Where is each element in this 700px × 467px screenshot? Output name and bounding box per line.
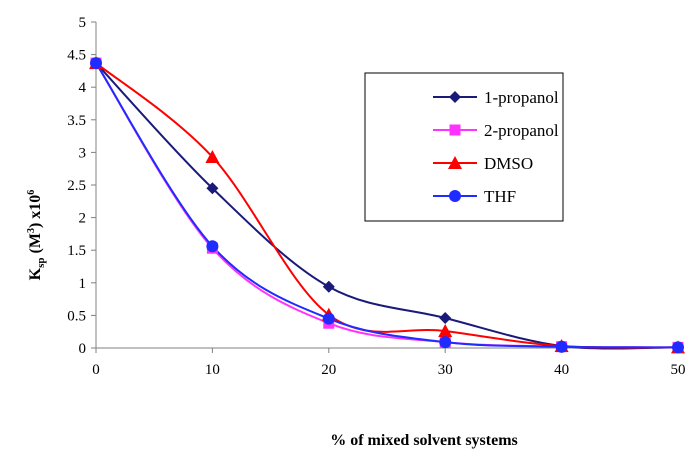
y-tick-label: 1.5	[67, 243, 86, 259]
legend-marker-DMSO	[448, 156, 462, 169]
y-tick-label: 1	[79, 276, 87, 292]
x-tick-label: 0	[92, 362, 100, 378]
x-tick-label: 30	[438, 362, 453, 378]
y-tick-label: 2.5	[67, 178, 86, 194]
data-point-1-propanol	[322, 280, 335, 293]
y-axis-title: Ksp (M3) x106	[26, 190, 47, 281]
data-point-THF	[672, 341, 684, 354]
data-point-DMSO	[438, 324, 453, 338]
y-tick-label: 0	[79, 341, 87, 357]
data-point-THF	[439, 336, 452, 349]
legend-items: 1-propanol 2-propanol DMSO THF	[433, 88, 559, 206]
legend-label-DMSO: DMSO	[484, 154, 533, 173]
data-point-THF	[555, 340, 568, 353]
legend-marker-THF	[449, 190, 461, 202]
data-point-THF	[206, 240, 219, 253]
x-axis-title: % of mixed solvent systems	[330, 432, 518, 449]
legend-label-THF: THF	[484, 187, 516, 206]
legend: 1-propanol 2-propanol DMSO THF	[364, 72, 564, 222]
y-tick-label: 0.5	[67, 308, 86, 324]
y-tick-label: 4.5	[67, 48, 86, 64]
y-tick-label: 3.5	[67, 113, 86, 129]
y-tick-label: 3	[79, 145, 87, 161]
y-tick-label: 4	[79, 80, 87, 96]
y-tick-label: 2	[79, 211, 87, 227]
series-markers	[89, 56, 685, 354]
y-axis-ticks: 0 0.5 1 1.5 2 2.5 3 3.5 4 4.5 5	[67, 15, 96, 357]
y-tick-label: 5	[79, 15, 87, 31]
x-tick-label: 40	[554, 362, 569, 378]
plot-area: 0 0.5 1 1.5 2 2.5 3 3.5 4 4.5 5 0 10 20 30 40 50	[67, 15, 685, 378]
legend-marker-1-propanol	[449, 91, 461, 103]
legend-label-1-propanol: 1-propanol	[484, 88, 559, 107]
x-axis-ticks: 0 10 20 30 40 50	[92, 348, 686, 378]
x-tick-label: 50	[671, 362, 686, 378]
x-tick-label: 20	[321, 362, 336, 378]
data-point-1-propanol	[206, 182, 219, 195]
data-point-1-propanol	[439, 312, 452, 325]
data-point-THF	[90, 57, 102, 70]
data-point-THF	[322, 312, 335, 325]
data-point-DMSO	[205, 149, 220, 163]
legend-marker-2-propanol	[449, 124, 461, 136]
legend-label-2-propanol: 2-propanol	[484, 121, 559, 140]
x-tick-label: 10	[205, 362, 220, 378]
